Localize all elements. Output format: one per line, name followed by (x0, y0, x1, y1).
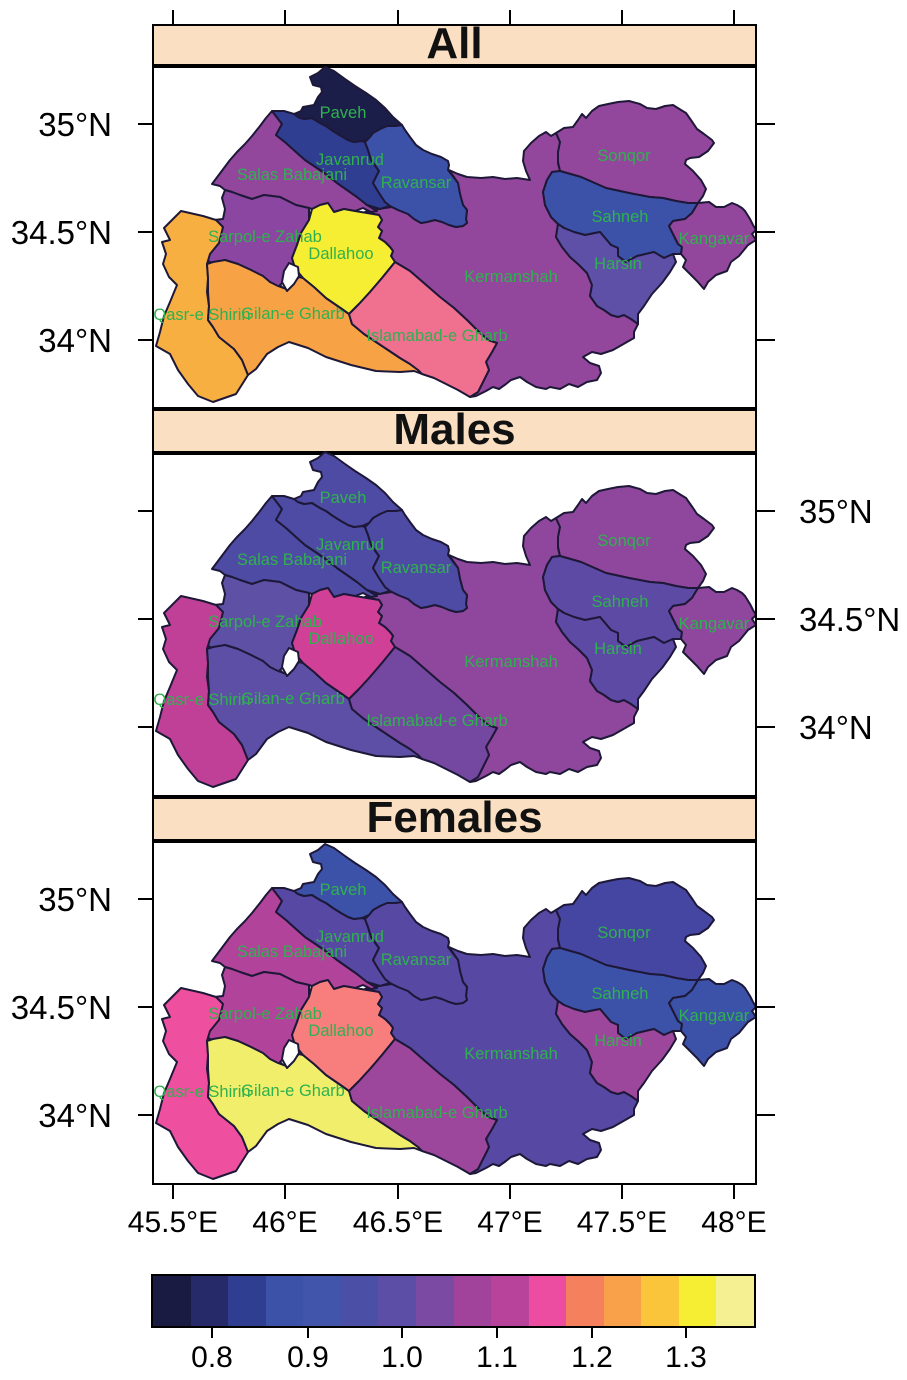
svg-text:Sarpol-e Zahab: Sarpol-e Zahab (208, 1005, 322, 1023)
svg-text:Gilan-e Gharb: Gilan-e Gharb (241, 1082, 345, 1100)
svg-text:Harsin: Harsin (594, 640, 642, 658)
svg-text:Salas Babajani: Salas Babajani (237, 551, 347, 569)
svg-text:Sonqor: Sonqor (597, 532, 651, 550)
svg-text:Javanrud: Javanrud (316, 151, 384, 169)
svg-text:Sahneh: Sahneh (592, 208, 649, 226)
svg-text:Islamabad-e Gharb: Islamabad-e Gharb (366, 327, 507, 345)
svg-text:Ravansar: Ravansar (381, 559, 452, 577)
svg-text:Salas Babajani: Salas Babajani (237, 166, 347, 184)
svg-text:Sarpol-e Zahab: Sarpol-e Zahab (208, 228, 322, 246)
svg-text:Gilan-e Gharb: Gilan-e Gharb (241, 305, 345, 323)
svg-text:Javanrud: Javanrud (316, 536, 384, 554)
svg-text:Ravansar: Ravansar (381, 174, 452, 192)
svg-text:Islamabad-e Gharb: Islamabad-e Gharb (366, 1104, 507, 1122)
svg-text:Paveh: Paveh (320, 881, 367, 899)
svg-text:Javanrud: Javanrud (316, 928, 384, 946)
svg-text:Harsin: Harsin (594, 1032, 642, 1050)
svg-text:Salas Babajani: Salas Babajani (237, 943, 347, 961)
svg-text:Gilan-e Gharb: Gilan-e Gharb (241, 690, 345, 708)
svg-text:Islamabad-e Gharb: Islamabad-e Gharb (366, 712, 507, 730)
svg-text:Sonqor: Sonqor (597, 147, 651, 165)
svg-text:Paveh: Paveh (320, 104, 367, 122)
svg-text:Kangavar: Kangavar (679, 615, 750, 633)
svg-text:Qasr-e Shirin: Qasr-e Shirin (154, 1083, 251, 1101)
svg-text:Harsin: Harsin (594, 255, 642, 273)
svg-text:Dallahoo: Dallahoo (308, 630, 373, 648)
svg-text:Kermanshah: Kermanshah (464, 653, 558, 671)
svg-text:Kermanshah: Kermanshah (464, 268, 558, 286)
svg-text:Qasr-e Shirin: Qasr-e Shirin (154, 691, 251, 709)
svg-text:Sarpol-e Zahab: Sarpol-e Zahab (208, 613, 322, 631)
svg-text:Dallahoo: Dallahoo (308, 1022, 373, 1040)
svg-text:Sonqor: Sonqor (597, 924, 651, 942)
svg-text:Ravansar: Ravansar (381, 951, 452, 969)
svg-text:Sahneh: Sahneh (592, 593, 649, 611)
svg-text:Dallahoo: Dallahoo (308, 245, 373, 263)
svg-text:Paveh: Paveh (320, 489, 367, 507)
svg-text:Qasr-e Shirin: Qasr-e Shirin (154, 306, 251, 324)
svg-text:Sahneh: Sahneh (592, 985, 649, 1003)
svg-text:Kermanshah: Kermanshah (464, 1045, 558, 1063)
svg-text:Kangavar: Kangavar (679, 1007, 750, 1025)
svg-text:Kangavar: Kangavar (679, 230, 750, 248)
